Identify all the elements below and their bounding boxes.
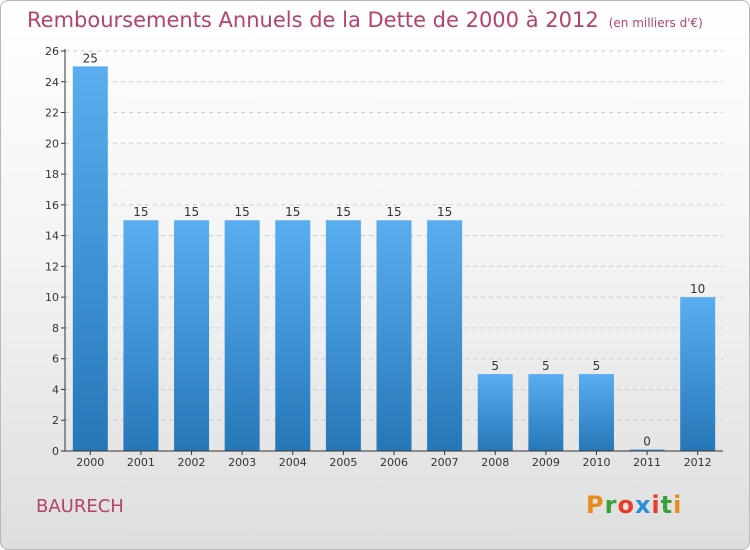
chart-title: Remboursements Annuels de la Dette de 20… (27, 8, 703, 32)
bar (325, 220, 361, 451)
data-label: 15 (386, 205, 401, 219)
logo-letter: r (604, 491, 618, 519)
bar (224, 220, 260, 451)
y-tick-label: 6 (52, 353, 59, 366)
bar (578, 374, 614, 451)
y-tick-label: 12 (45, 260, 59, 273)
y-tick-label: 0 (52, 445, 59, 458)
bar (427, 220, 463, 451)
x-tick-label: 2000 (76, 456, 104, 469)
logo-letter: o (617, 491, 635, 519)
bar (629, 449, 665, 451)
data-label: 15 (336, 205, 351, 219)
y-tick-label: 8 (52, 322, 59, 335)
y-tick-label: 16 (45, 199, 59, 212)
logo-letter: i (651, 491, 661, 519)
x-tick-label: 2008 (481, 456, 509, 469)
bar (275, 220, 311, 451)
y-tick-label: 26 (45, 45, 59, 58)
data-label: 15 (184, 205, 199, 219)
x-tick-label: 2009 (532, 456, 560, 469)
proxiti-logo: Proxiti (586, 491, 682, 519)
bar (680, 297, 716, 451)
data-label: 5 (593, 359, 601, 373)
chart-title-text: Remboursements Annuels de la Dette de 20… (27, 8, 599, 32)
bar (174, 220, 210, 451)
x-tick-label: 2006 (380, 456, 408, 469)
logo-letter: P (586, 491, 605, 519)
bar (123, 220, 159, 451)
data-label: 25 (83, 51, 98, 65)
x-tick-label: 2010 (582, 456, 610, 469)
data-label: 5 (542, 359, 550, 373)
y-tick-label: 24 (45, 76, 59, 89)
x-tick-label: 2011 (633, 456, 661, 469)
bar (528, 374, 564, 451)
x-tick-label: 2001 (127, 456, 155, 469)
data-label: 15 (133, 205, 148, 219)
logo-letter: t (660, 491, 674, 519)
logo-letter: x (634, 491, 652, 519)
bar (376, 220, 412, 451)
y-tick-label: 14 (45, 230, 59, 243)
bar (72, 66, 108, 451)
y-tick-label: 20 (45, 137, 59, 150)
x-tick-label: 2007 (431, 456, 459, 469)
y-tick-label: 10 (45, 291, 59, 304)
y-tick-label: 4 (52, 383, 59, 396)
chart-subtitle: (en milliers d'€) (608, 16, 703, 30)
x-tick-label: 2012 (684, 456, 712, 469)
data-label: 15 (437, 205, 452, 219)
x-tick-label: 2002 (178, 456, 206, 469)
x-tick-label: 2004 (279, 456, 307, 469)
data-label: 0 (643, 435, 651, 449)
data-labels: 25 15 15 15 15 15 15 15 5 5 5 0 10 (83, 51, 706, 448)
y-tick-label: 22 (45, 107, 59, 120)
bar (477, 374, 513, 451)
y-tick-label: 2 (52, 414, 59, 427)
data-label: 15 (235, 205, 250, 219)
y-tick-label: 18 (45, 168, 59, 181)
bars (72, 66, 716, 451)
x-tick-label: 2005 (329, 456, 357, 469)
data-label: 5 (491, 359, 499, 373)
x-tick-label: 2003 (228, 456, 256, 469)
data-label: 10 (690, 282, 705, 296)
commune-name: BAURECH (36, 496, 124, 517)
data-label: 15 (285, 205, 300, 219)
logo-letter: i (673, 491, 683, 519)
